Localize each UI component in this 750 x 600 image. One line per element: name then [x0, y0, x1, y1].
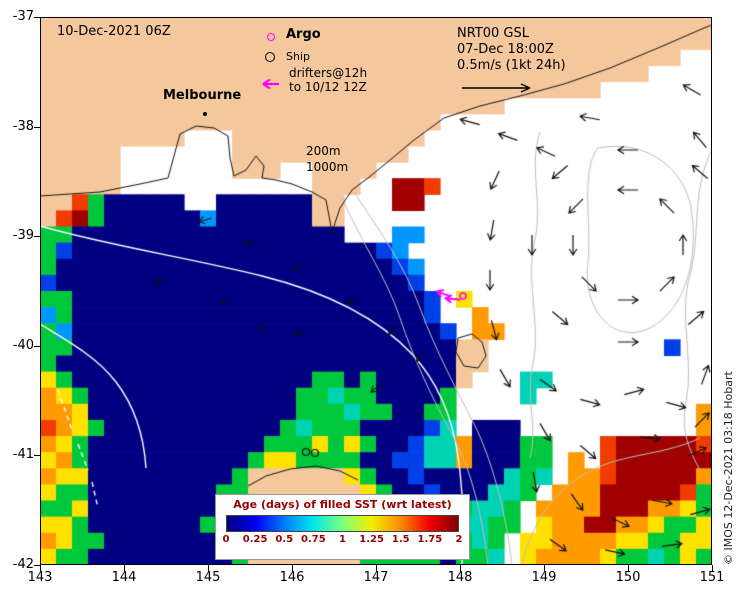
- lat-tick-label: -38: [12, 118, 34, 134]
- colorbar-tick-label: 0.5: [275, 534, 294, 545]
- lat-tick-label: -37: [12, 9, 34, 24]
- lon-tick-label: 144: [111, 570, 137, 585]
- lon-tick-label: 147: [363, 570, 389, 585]
- velocity-scale-arrow-icon: [460, 80, 540, 99]
- contour-label-200m: 200m: [306, 144, 341, 158]
- lon-tick-mark: [628, 565, 629, 571]
- lon-tick-label: 145: [195, 570, 221, 585]
- lat-tick-label: -40: [12, 337, 34, 353]
- lon-tick-mark: [40, 565, 41, 571]
- lon-tick-mark: [208, 565, 209, 571]
- lon-tick-label: 151: [699, 570, 725, 585]
- legend-argo-label: Argo: [286, 27, 321, 42]
- lat-tick-label: -42: [12, 557, 34, 572]
- lat-tick-mark: [34, 345, 40, 347]
- date-label: 10-Dec-2021 06Z: [57, 24, 171, 39]
- colorbar-tick-label: 0: [222, 534, 230, 545]
- lon-tick-mark: [712, 565, 713, 571]
- colorbar-title: Age (days) of filled SST (wrt latest): [233, 498, 452, 511]
- lon-tick-label: 149: [531, 570, 557, 585]
- lat-tick-mark: [34, 17, 40, 18]
- sst-age-map-canvas: [40, 17, 712, 565]
- colorbar-tick-label: 1: [339, 534, 346, 545]
- lat-tick-label: -41: [12, 447, 34, 463]
- lon-tick-label: 150: [615, 570, 641, 585]
- colorbar-ticks: 0 0.25 0.5 0.75 1 1.25 1.5 1.75 2: [222, 534, 463, 548]
- colorbar-tick-label: 2: [455, 534, 463, 545]
- velocity-legend-line1: NRT00 GSL: [457, 26, 529, 41]
- lon-tick-mark: [292, 565, 293, 571]
- argo-float-icon: [267, 33, 275, 41]
- drifter-arrow-icon: [258, 76, 282, 95]
- lat-tick-mark: [34, 236, 40, 238]
- contour-label-1000m: 1000m: [306, 160, 349, 174]
- velocity-legend-line3: 0.5m/s (1kt 24h): [457, 58, 566, 73]
- lon-tick-label: 148: [447, 570, 473, 585]
- colorbar-tick-label: 1.75: [417, 534, 443, 545]
- lon-tick-mark: [376, 565, 377, 571]
- lon-tick-mark: [544, 565, 545, 571]
- city-marker-melbourne: [203, 112, 207, 116]
- legend-drifter-label-line1: drifters@12h: [289, 66, 368, 80]
- lat-tick-mark: [34, 455, 40, 457]
- colorbar-tick-label: 1.25: [359, 534, 384, 545]
- lon-tick-mark: [460, 565, 461, 571]
- lon-tick-mark: [124, 565, 125, 571]
- colorbar-tick-label: 1.5: [391, 534, 410, 545]
- city-label-melbourne: Melbourne: [163, 88, 242, 103]
- velocity-legend-line2: 07-Dec 18:00Z: [457, 42, 554, 57]
- lat-tick-label: -39: [12, 228, 34, 244]
- lon-tick-label: 143: [27, 570, 53, 585]
- ship-icon: [265, 52, 275, 62]
- colorbar-tick-label: 0.25: [242, 534, 268, 545]
- credit-text: © IMOS 12-Dec-2021 03:18 Hobart: [722, 371, 735, 565]
- lat-tick-mark: [34, 126, 40, 128]
- lat-tick-mark: [34, 565, 40, 566]
- colorbar-tick-label: 0.75: [301, 534, 326, 545]
- lon-tick-label: 146: [279, 570, 305, 585]
- legend-drifter-label-line2: to 10/12 12Z: [289, 80, 367, 94]
- colorbar-gradient: [226, 515, 459, 532]
- legend-ship-label: Ship: [286, 50, 310, 63]
